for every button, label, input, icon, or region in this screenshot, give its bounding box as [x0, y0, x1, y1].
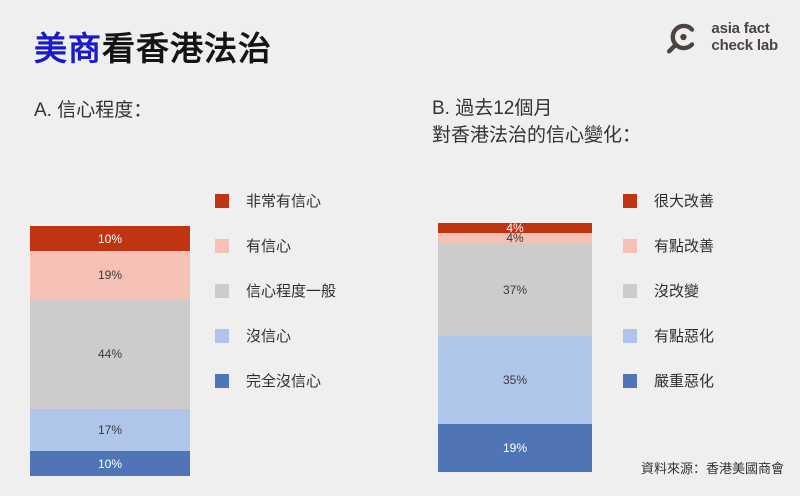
chart-a-legend-label: 沒信心: [246, 328, 292, 345]
chart-b-segment-label: 4%: [506, 223, 524, 234]
chart-a-legend-item-1[interactable]: 非常有信心: [215, 178, 336, 223]
chart-b-segment-2: 4%: [438, 233, 592, 244]
chart-b-legend-label: 嚴重惡化: [654, 373, 715, 390]
chart-b-legend-label: 很大改善: [654, 193, 715, 210]
page-title: 美商看香港法治: [34, 22, 272, 70]
brand-logo-line2: check lab: [711, 37, 778, 54]
chart-a-segment-5: 10%: [30, 451, 190, 476]
chart-b-heading-line2: 對香港法治的信心變化：: [432, 125, 642, 146]
chart-b-segment-4: 35%: [438, 336, 592, 425]
chart-b-legend-item-3[interactable]: 沒改變: [623, 268, 714, 313]
chart-b-legend-item-4[interactable]: 有點惡化: [623, 313, 714, 358]
chart-a-legend-label: 完全沒信心: [246, 373, 322, 390]
chart-a-segment-4: 17%: [30, 408, 190, 451]
chart-a-legend-label: 非常有信心: [246, 193, 322, 210]
chart-b-legend-item-2[interactable]: 有點改善: [623, 223, 714, 268]
chart-a-segment-2: 19%: [30, 251, 190, 299]
chart-a-legend: 非常有信心有信心信心程度一般 沒信心完全沒信心: [215, 178, 336, 403]
chart-b-legend-label: 沒改變: [654, 283, 700, 300]
chart-b-segment-3: 37%: [438, 243, 592, 337]
chart-b-segment-1: 4%: [438, 223, 592, 234]
chart-b-legend-label: 有點惡化: [654, 328, 715, 345]
chart-b-legend-swatch: [623, 283, 637, 298]
chart-a-legend-swatch: [215, 373, 229, 388]
chart-a-legend-swatch: [215, 283, 229, 298]
chart-b-heading: B. 過去12個月 對香港法治的信心變化：: [432, 95, 641, 149]
chart-b-segment-5: 19%: [438, 424, 592, 472]
brand-logo-text: asia fact check lab: [711, 20, 778, 54]
chart-b-legend-item-5[interactable]: 嚴重惡化: [623, 358, 714, 403]
chart-a-segment-3: 44%: [30, 298, 190, 409]
chart-b-segment-label: 19%: [502, 441, 528, 456]
chart-a-legend-label: 有信心: [246, 238, 292, 255]
chart-a-segment-label: 10%: [97, 231, 123, 246]
chart-b-legend: 很大改善有點改善沒改變有點惡化嚴重惡化: [623, 178, 714, 403]
source-note: 資料來源：香港美國商會: [640, 461, 784, 476]
chart-a-legend-label: 信心程度一般: [246, 283, 337, 300]
page-title-rest: 看香港法治: [102, 30, 272, 67]
chart-a-legend-item-5[interactable]: 完全沒信心: [215, 358, 336, 403]
chart-b-legend-swatch: [623, 238, 637, 253]
chart-a-legend-item-2[interactable]: 有信心: [215, 223, 336, 268]
chart-b-legend-swatch: [623, 373, 637, 388]
chart-a-heading: A. 信心程度：: [34, 100, 153, 121]
chart-a-legend-item-3[interactable]: 信心程度一般: [215, 268, 336, 313]
brand-logo: asia fact check lab: [663, 18, 778, 56]
chart-a-segment-1: 10%: [30, 226, 190, 251]
chart-a-segment-label: 17%: [97, 422, 123, 437]
chart-b-heading-line1: B. 過去12個月: [432, 98, 553, 119]
chart-a-legend-swatch: [215, 328, 229, 343]
chart-b-legend-item-1[interactable]: 很大改善: [623, 178, 714, 223]
chart-b-stacked-bar: 4% 4% 37% 35% 19%: [438, 223, 592, 472]
brand-logo-line1: asia fact: [711, 20, 770, 37]
chart-a-segment-label: 10%: [97, 456, 123, 471]
chart-b-legend-swatch: [623, 328, 637, 343]
chart-b-legend-swatch: [623, 193, 637, 208]
chart-a-legend-item-4[interactable]: 沒信心: [215, 313, 336, 358]
page-title-accent: 美商: [34, 30, 102, 67]
chart-a-segment-label: 19%: [97, 267, 123, 282]
chart-b-segment-label: 35%: [502, 373, 528, 388]
magnifier-c-icon: [663, 18, 701, 56]
chart-a-legend-swatch: [215, 238, 229, 253]
chart-a-stacked-bar: 10% 19% 44% 17% 10%: [30, 226, 190, 476]
chart-b-segment-label: 37%: [502, 282, 528, 297]
chart-a-segment-label: 44%: [97, 346, 123, 361]
chart-b-segment-label: 4%: [506, 233, 524, 244]
page-header: 美商看香港法治 asia fact check lab: [0, 0, 800, 80]
chart-b-legend-label: 有點改善: [654, 238, 715, 255]
chart-a-legend-swatch: [215, 193, 229, 208]
